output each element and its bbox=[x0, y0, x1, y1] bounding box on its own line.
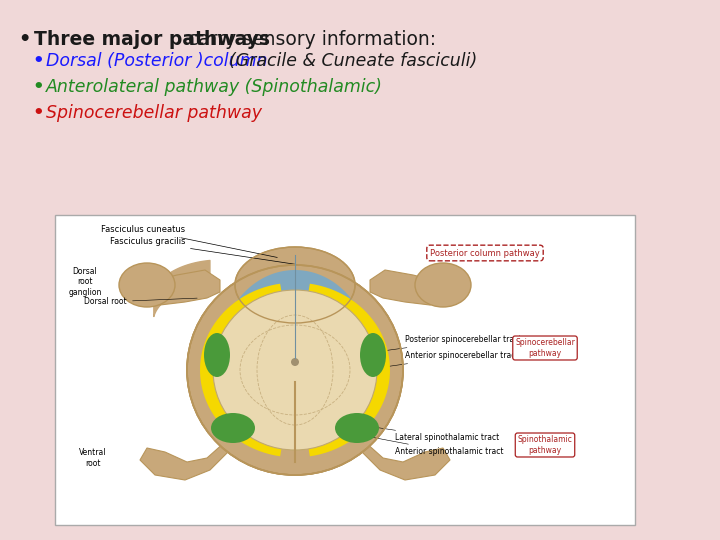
Text: (Gracile & Cuneate fasciculi): (Gracile & Cuneate fasciculi) bbox=[229, 52, 477, 70]
Text: Anterior spinothalamic tract: Anterior spinothalamic tract bbox=[358, 435, 503, 456]
Text: Anterolateral pathway (Spinothalamic): Anterolateral pathway (Spinothalamic) bbox=[46, 78, 383, 96]
Polygon shape bbox=[306, 284, 390, 456]
Text: •: • bbox=[32, 52, 44, 70]
Ellipse shape bbox=[415, 263, 471, 307]
Polygon shape bbox=[140, 442, 230, 480]
Text: •: • bbox=[32, 104, 44, 122]
Text: Spinocerebellar
pathway: Spinocerebellar pathway bbox=[515, 338, 575, 357]
Polygon shape bbox=[370, 270, 443, 305]
Text: Posterior column pathway: Posterior column pathway bbox=[430, 248, 540, 258]
Ellipse shape bbox=[360, 333, 386, 377]
Text: Dorsal
root
ganglion: Dorsal root ganglion bbox=[68, 267, 102, 297]
Text: Fasciculus cuneatus: Fasciculus cuneatus bbox=[101, 226, 277, 258]
Ellipse shape bbox=[235, 247, 355, 323]
Ellipse shape bbox=[119, 263, 175, 307]
Ellipse shape bbox=[187, 265, 403, 475]
Ellipse shape bbox=[335, 413, 379, 443]
Text: •: • bbox=[32, 78, 44, 96]
Text: Dorsal root: Dorsal root bbox=[84, 298, 197, 307]
Text: •: • bbox=[18, 30, 30, 49]
Polygon shape bbox=[228, 270, 362, 355]
Ellipse shape bbox=[204, 333, 230, 377]
Text: Posterior spinocerebellar tract: Posterior spinocerebellar tract bbox=[378, 335, 521, 352]
Text: Lateral spinothalamic tract: Lateral spinothalamic tract bbox=[363, 426, 499, 442]
Text: Anterior spinocerebellar tract: Anterior spinocerebellar tract bbox=[379, 352, 518, 368]
FancyBboxPatch shape bbox=[55, 215, 635, 525]
Polygon shape bbox=[200, 284, 284, 456]
Ellipse shape bbox=[211, 413, 255, 443]
Polygon shape bbox=[360, 442, 450, 480]
Text: carry sensory information:: carry sensory information: bbox=[182, 30, 436, 49]
Polygon shape bbox=[147, 270, 220, 305]
Text: Dorsal (Posterior )column: Dorsal (Posterior )column bbox=[46, 52, 273, 70]
Ellipse shape bbox=[213, 290, 377, 450]
Text: Three major pathways: Three major pathways bbox=[34, 30, 270, 49]
Circle shape bbox=[291, 358, 299, 366]
Text: Ventral
root: Ventral root bbox=[79, 448, 107, 468]
Text: Spinocerebellar pathway: Spinocerebellar pathway bbox=[46, 104, 262, 122]
Text: Fasciculus gracilis: Fasciculus gracilis bbox=[109, 238, 297, 265]
Text: Spinothalamic
pathway: Spinothalamic pathway bbox=[518, 435, 572, 455]
